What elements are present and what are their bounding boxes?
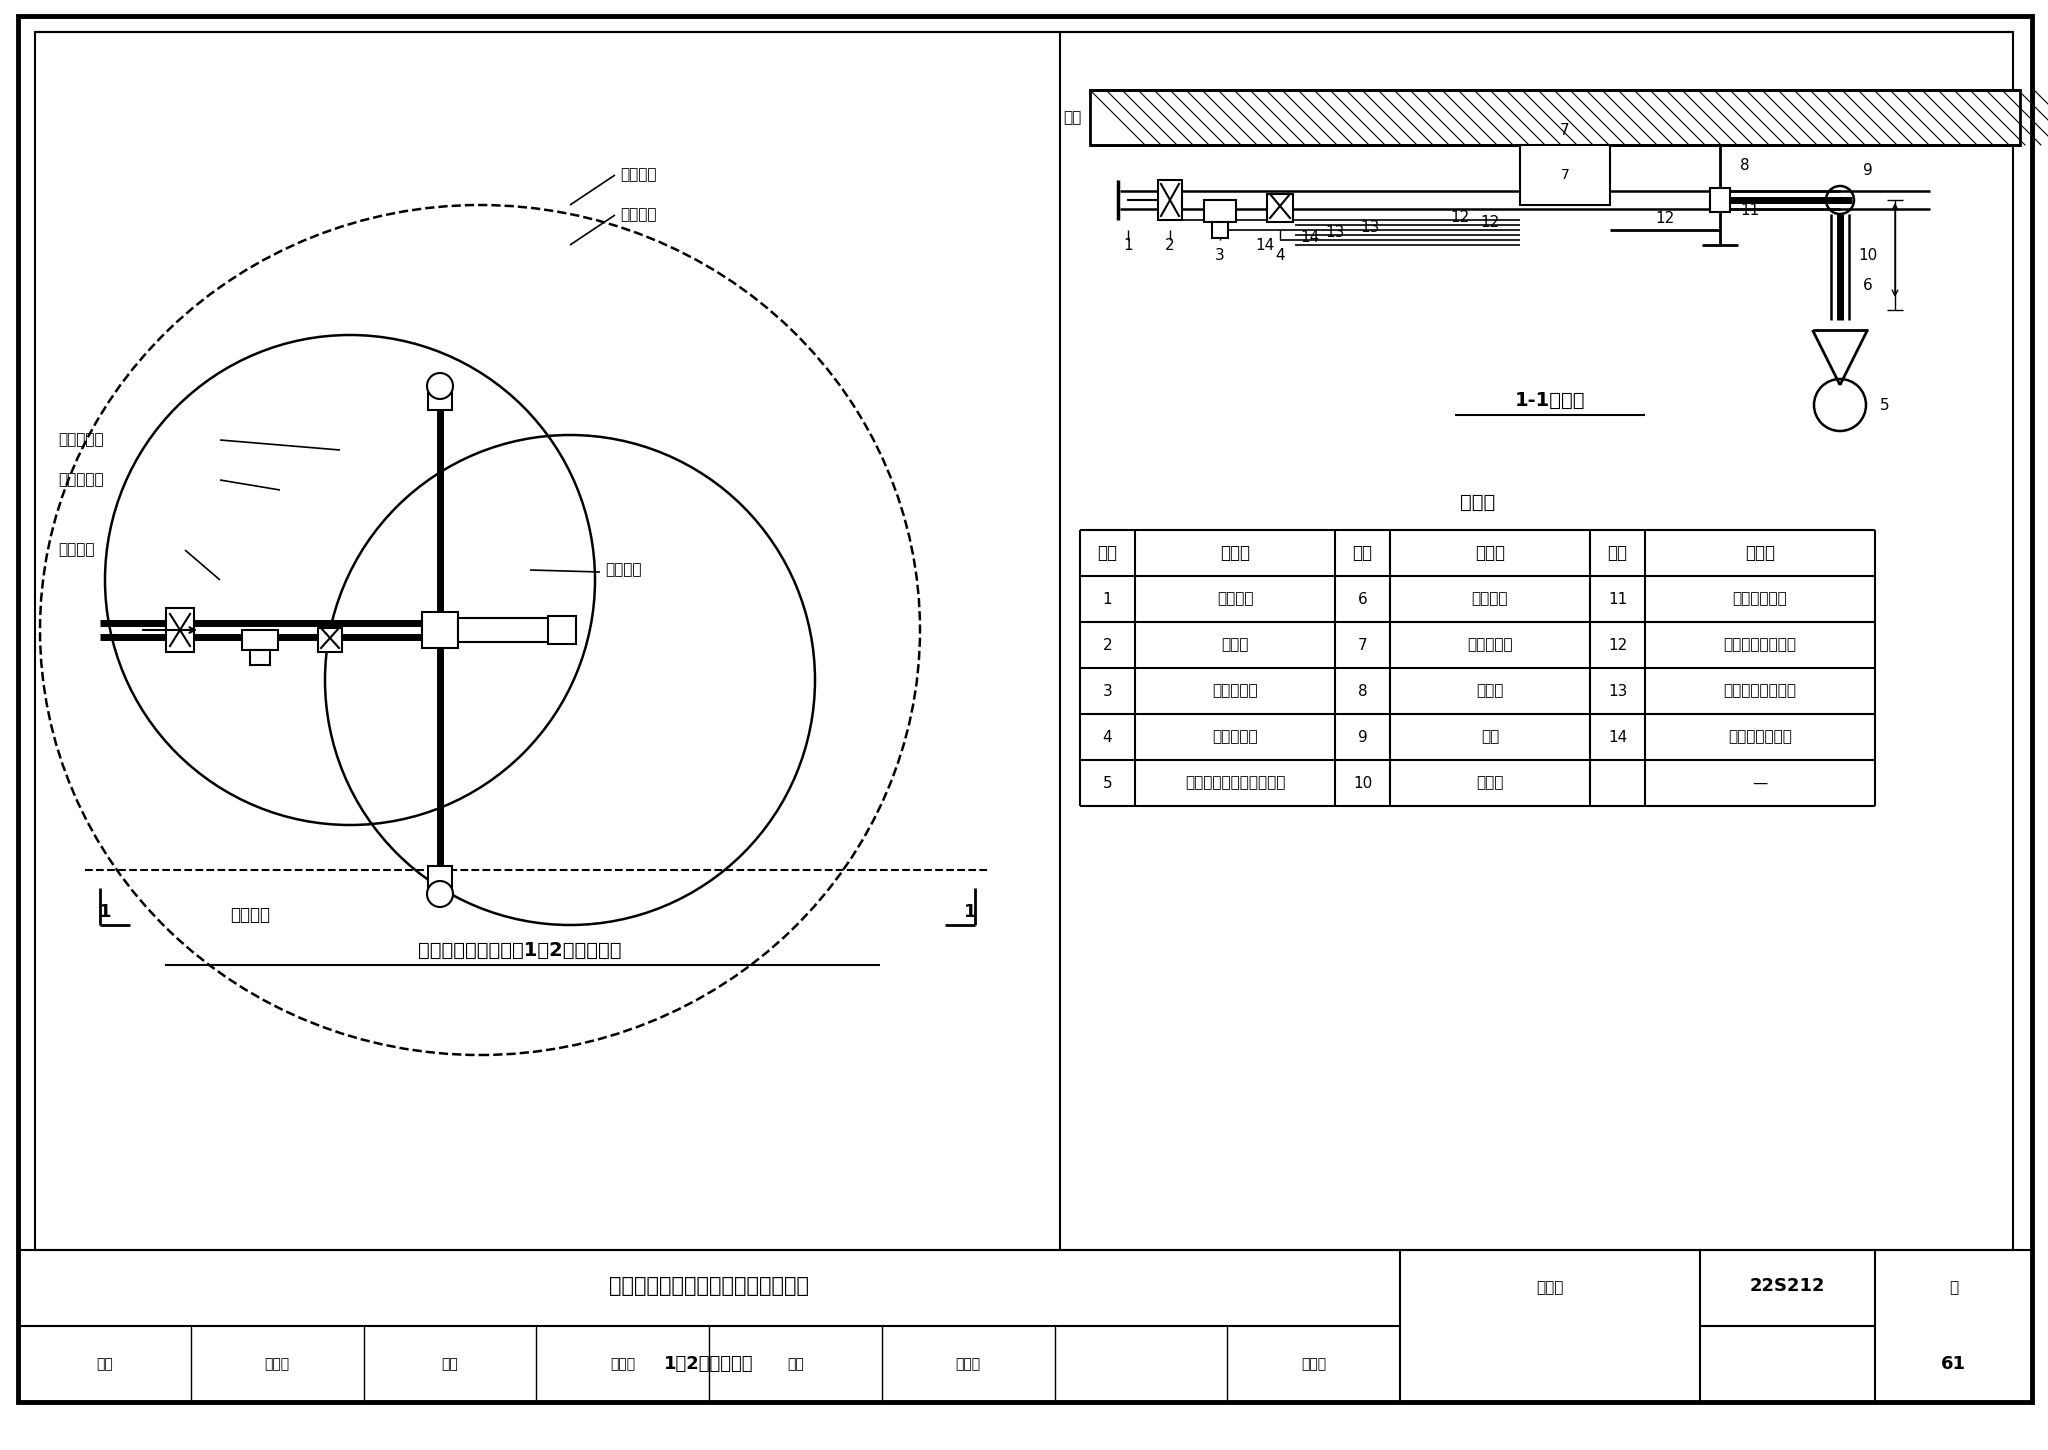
Text: —: — [1753, 776, 1767, 790]
Text: 名　称: 名 称 [1475, 544, 1505, 563]
Bar [422, 612, 459, 648]
Text: 11: 11 [1608, 592, 1626, 606]
Text: 校对: 校对 [442, 1357, 459, 1372]
Text: 4: 4 [1102, 729, 1112, 744]
Text: 13: 13 [1608, 683, 1628, 699]
Text: 楼板: 楼板 [1063, 110, 1081, 125]
Text: 洪嘉政: 洪嘉政 [610, 1357, 635, 1372]
Text: 1-1剖面图: 1-1剖面图 [1516, 390, 1585, 409]
Text: 保护区域: 保护区域 [621, 168, 657, 183]
Text: 6: 6 [1864, 277, 1872, 293]
Text: 1: 1 [1122, 238, 1133, 252]
Text: 12: 12 [1655, 210, 1675, 226]
Text: 水流指示器信号线: 水流指示器信号线 [1724, 683, 1796, 699]
Text: 配套专用线束: 配套专用线束 [1733, 592, 1788, 606]
Text: 13: 13 [1325, 225, 1346, 239]
Bar [1157, 180, 1182, 220]
Text: 序号: 序号 [1098, 544, 1118, 563]
Text: 8: 8 [1741, 158, 1749, 173]
Text: 袁春华: 袁春华 [1300, 1357, 1327, 1372]
Text: 喷洒型自动射流灭火装置: 喷洒型自动射流灭火装置 [1186, 776, 1286, 790]
Text: 5: 5 [1880, 397, 1890, 412]
Text: 1: 1 [98, 903, 111, 921]
Bar [428, 386, 453, 410]
Bar [317, 628, 342, 652]
Text: 2: 2 [1165, 238, 1176, 252]
Text: 10: 10 [1858, 248, 1878, 262]
Text: 5: 5 [1102, 776, 1112, 790]
Text: 4: 4 [1276, 248, 1284, 262]
Bar [459, 618, 557, 642]
Text: 探测装置与灭火装置1对2布置平面图: 探测装置与灭火装置1对2布置平面图 [418, 941, 623, 960]
Text: 22S212: 22S212 [1749, 1277, 1825, 1295]
Circle shape [426, 373, 453, 399]
Text: 6: 6 [1358, 592, 1368, 606]
Text: 水流指示器: 水流指示器 [1212, 683, 1257, 699]
Text: 探测装置: 探测装置 [604, 563, 641, 577]
Text: 名　称: 名 称 [1745, 544, 1776, 563]
Text: 图集号: 图集号 [1536, 1280, 1565, 1295]
Text: 名　称: 名 称 [1221, 544, 1249, 563]
Text: 61: 61 [1942, 1354, 1966, 1373]
Text: 7: 7 [1561, 168, 1569, 183]
Text: 探测装置与喷洒型自动射流灭火装置: 探测装置与喷洒型自动射流灭火装置 [608, 1276, 809, 1296]
Text: 设计: 设计 [786, 1357, 803, 1372]
Bar [250, 650, 270, 666]
Bar [549, 616, 575, 644]
Text: 序号: 序号 [1608, 544, 1628, 563]
Text: 2: 2 [1102, 638, 1112, 652]
Bar [1710, 188, 1731, 212]
Text: 信号解码箱: 信号解码箱 [1466, 638, 1513, 652]
Text: 3: 3 [1102, 683, 1112, 699]
Text: 1: 1 [965, 903, 977, 921]
Text: 信号阀: 信号阀 [1221, 638, 1249, 652]
Text: 14: 14 [1608, 729, 1626, 744]
Bar [35, 32, 2013, 1250]
Text: 页: 页 [1950, 1280, 1958, 1295]
Text: 杨志军: 杨志军 [264, 1357, 289, 1372]
Text: 14: 14 [1255, 238, 1274, 252]
Bar [428, 866, 453, 890]
Text: 10: 10 [1354, 776, 1372, 790]
Bar [1204, 200, 1237, 222]
Bar [1520, 145, 1610, 204]
Text: 审核: 审核 [96, 1357, 113, 1372]
Text: 1: 1 [1102, 592, 1112, 606]
Text: 袁焕华: 袁焕华 [956, 1357, 981, 1372]
Text: 信号蝶阀信号线: 信号蝶阀信号线 [1729, 729, 1792, 744]
Bar [166, 608, 195, 652]
Text: 水流指示器: 水流指示器 [57, 473, 104, 487]
Text: 13: 13 [1360, 219, 1380, 235]
Text: 短立管: 短立管 [1477, 776, 1503, 790]
Text: 7: 7 [1358, 638, 1368, 652]
Text: 自动控制阀: 自动控制阀 [57, 432, 104, 448]
Bar [242, 629, 279, 650]
Text: 自动控制阀: 自动控制阀 [1212, 729, 1257, 744]
Text: 7: 7 [1561, 122, 1571, 138]
Text: 灭火装置: 灭火装置 [229, 906, 270, 924]
Bar [1268, 194, 1292, 222]
Text: 12: 12 [1481, 215, 1499, 229]
Text: 进水支管: 进水支管 [1217, 592, 1253, 606]
Text: 9: 9 [1358, 729, 1368, 744]
Text: 3: 3 [1214, 248, 1225, 262]
Circle shape [426, 882, 453, 908]
Text: 12: 12 [1608, 638, 1626, 652]
Text: 序号: 序号 [1352, 544, 1372, 563]
Bar [1212, 222, 1229, 238]
Text: 支吊架: 支吊架 [1477, 683, 1503, 699]
Text: 弯头: 弯头 [1481, 729, 1499, 744]
Text: 9: 9 [1864, 162, 1872, 177]
Text: 12: 12 [1450, 209, 1470, 225]
Bar [1090, 90, 2019, 145]
Text: 自动控制阀控制线: 自动控制阀控制线 [1724, 638, 1796, 652]
Text: 信号蝶阀: 信号蝶阀 [57, 542, 94, 557]
Text: 8: 8 [1358, 683, 1368, 699]
Text: 探测区域: 探测区域 [621, 207, 657, 222]
Text: 名称表: 名称表 [1460, 493, 1495, 512]
Text: 11: 11 [1741, 203, 1759, 218]
Text: 1对2配置安装图: 1对2配置安装图 [664, 1354, 754, 1373]
Text: 14: 14 [1300, 229, 1319, 245]
Text: 探测装置: 探测装置 [1473, 592, 1507, 606]
